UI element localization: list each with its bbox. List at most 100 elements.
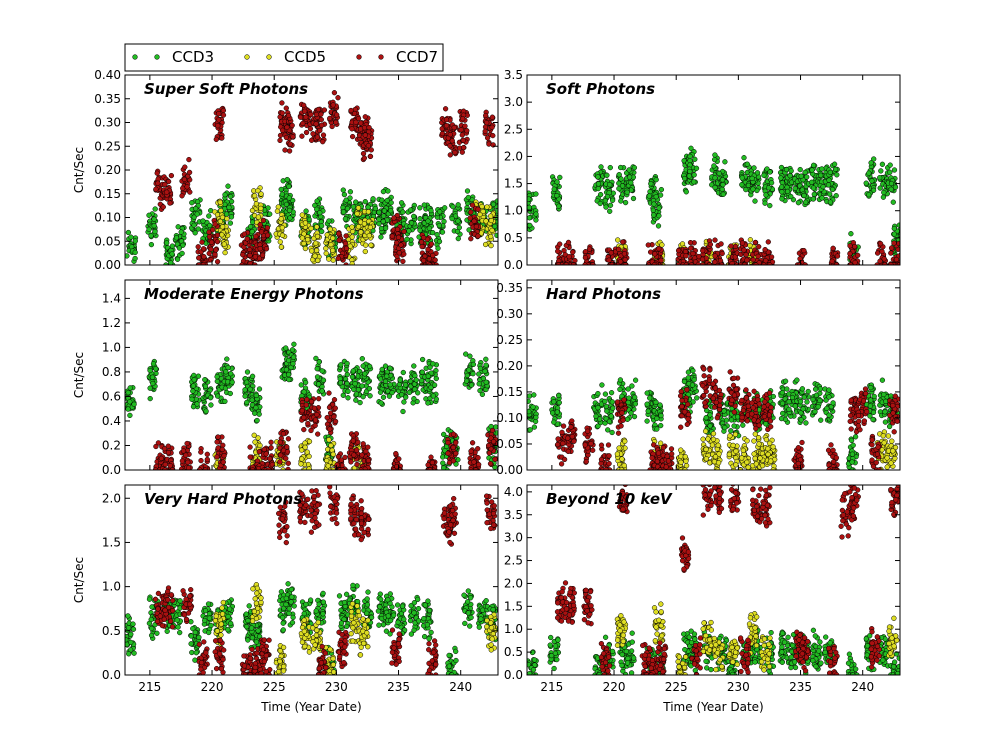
cluster-point xyxy=(264,225,271,231)
cluster-point xyxy=(179,193,185,199)
cluster-point xyxy=(345,395,351,401)
cluster-point xyxy=(687,168,693,175)
cluster-point xyxy=(432,257,438,263)
cluster-point xyxy=(647,189,653,195)
cluster-point xyxy=(164,189,170,195)
cluster-point xyxy=(829,258,835,264)
cluster-point xyxy=(285,460,291,466)
cluster-point xyxy=(286,148,293,154)
cluster-point xyxy=(826,177,832,183)
cluster-point xyxy=(302,379,309,386)
cluster-point xyxy=(321,107,328,113)
cluster-point xyxy=(470,361,477,368)
cluster-point xyxy=(877,175,883,181)
cluster-point xyxy=(620,239,626,245)
cluster-point xyxy=(475,206,481,212)
cluster-point xyxy=(257,245,263,252)
cluster-point xyxy=(428,207,434,214)
cluster-point xyxy=(303,402,309,408)
cluster-point xyxy=(278,452,284,458)
y-tick-label: 1.0 xyxy=(504,204,523,218)
cluster-point xyxy=(878,168,884,174)
cluster-point xyxy=(891,167,898,173)
cluster-point xyxy=(314,411,320,418)
cluster-point xyxy=(125,253,130,259)
cluster-point xyxy=(167,463,173,469)
cluster-point xyxy=(477,365,484,372)
cluster-point xyxy=(306,453,312,460)
cluster-point xyxy=(196,255,202,261)
cluster-point xyxy=(225,379,231,385)
cluster-point xyxy=(334,112,340,118)
cluster-point xyxy=(488,242,494,249)
cluster-point xyxy=(363,242,369,248)
cluster-point xyxy=(480,375,487,382)
cluster-point xyxy=(475,233,481,239)
cluster-point xyxy=(658,186,665,193)
cluster-point xyxy=(362,371,368,377)
cluster-point xyxy=(358,120,364,126)
cluster-point xyxy=(896,240,900,247)
cluster-point xyxy=(788,168,794,174)
cluster-point xyxy=(720,182,726,188)
cluster-point xyxy=(316,359,322,365)
cluster-point xyxy=(792,185,798,192)
cluster-point xyxy=(802,169,808,176)
cluster-point xyxy=(426,256,433,262)
cluster-point xyxy=(196,262,202,265)
cluster-point xyxy=(468,382,475,388)
cluster-point xyxy=(353,397,359,403)
cluster-point xyxy=(200,262,206,265)
cluster-point xyxy=(412,386,418,392)
cluster-point xyxy=(651,212,657,218)
cluster-point xyxy=(290,361,296,367)
cluster-point xyxy=(712,237,718,243)
cluster-point xyxy=(401,399,407,405)
cluster-point xyxy=(387,365,393,371)
cluster-point xyxy=(400,258,406,265)
cluster-point xyxy=(468,209,474,215)
cluster-point xyxy=(312,422,318,429)
cluster-point xyxy=(305,420,311,427)
cluster-point xyxy=(256,411,262,417)
cluster-point xyxy=(852,243,858,250)
cluster-point xyxy=(618,198,624,204)
cluster-point xyxy=(180,185,186,191)
cluster-point xyxy=(347,189,354,195)
cluster-point xyxy=(325,463,331,469)
cluster-point xyxy=(449,215,455,222)
cluster-point xyxy=(691,179,697,185)
cluster-point xyxy=(191,222,197,228)
cluster-point xyxy=(797,166,803,173)
cluster-point xyxy=(340,187,346,193)
cluster-point xyxy=(206,250,212,257)
cluster-point xyxy=(164,240,170,246)
cluster-point xyxy=(378,225,385,232)
cluster-point xyxy=(349,133,356,140)
cluster-point xyxy=(228,371,234,377)
cluster-point xyxy=(343,197,349,203)
cluster-point xyxy=(349,261,355,265)
cluster-point xyxy=(312,253,318,259)
cluster-point xyxy=(480,208,486,215)
cluster-point xyxy=(877,185,883,191)
cluster-point xyxy=(224,216,230,222)
cluster-point xyxy=(767,169,773,175)
cluster-point xyxy=(190,383,197,389)
cluster-point xyxy=(318,111,324,117)
y-tick-label: 0.40 xyxy=(94,68,121,82)
cluster-point xyxy=(359,356,365,362)
cluster-point xyxy=(284,176,290,183)
cluster-point xyxy=(277,459,283,465)
cluster-point xyxy=(253,405,259,411)
cluster-point xyxy=(279,127,286,133)
cluster-point xyxy=(255,214,262,220)
cluster-point xyxy=(267,456,273,462)
y-tick-label: 0.0 xyxy=(504,258,523,272)
cluster-point xyxy=(616,172,622,178)
cluster-point xyxy=(827,199,834,205)
cluster-point xyxy=(718,241,724,247)
cluster-point xyxy=(308,137,315,143)
cluster-point xyxy=(712,253,718,259)
cluster-point xyxy=(261,446,267,453)
